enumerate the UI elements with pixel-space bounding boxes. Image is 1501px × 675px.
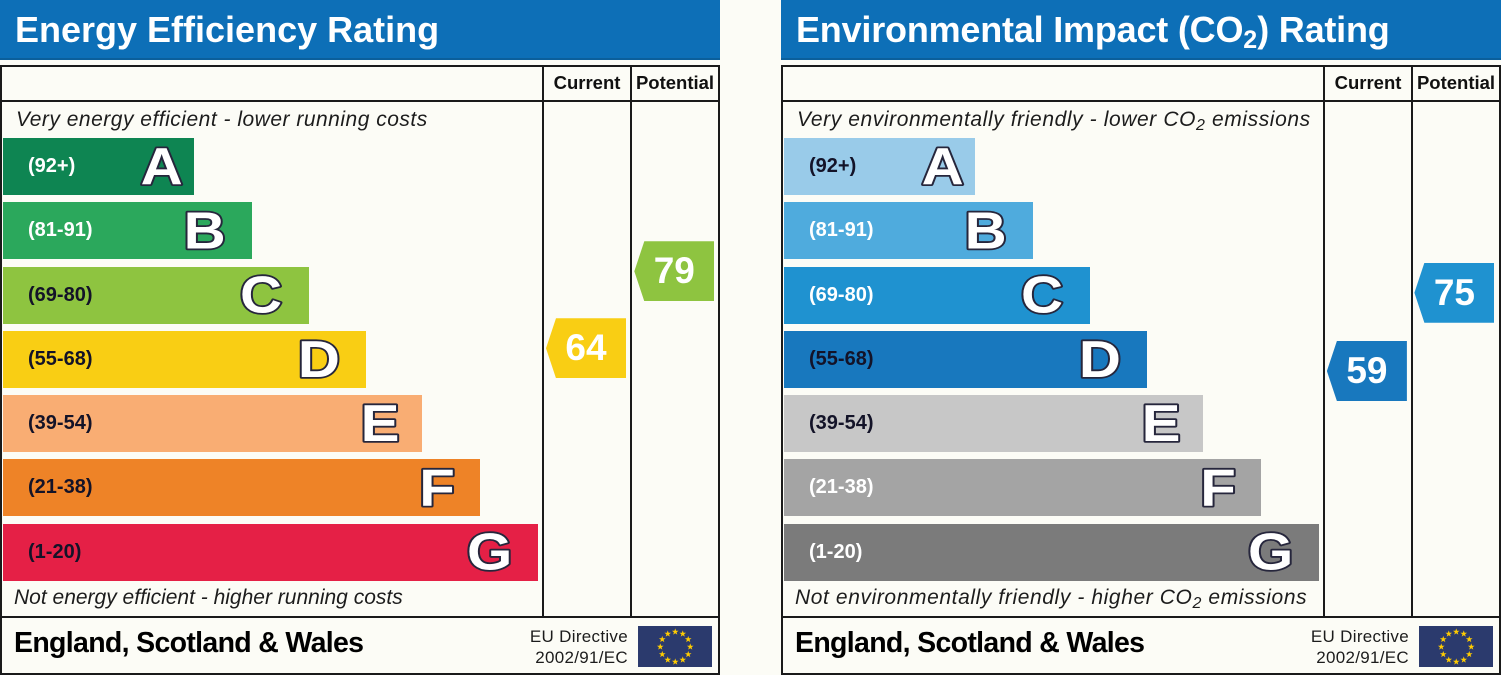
svg-text:F: F: [1200, 458, 1236, 516]
svg-text:F: F: [419, 458, 455, 516]
svg-text:B: B: [965, 201, 1007, 259]
svg-text:A: A: [141, 137, 183, 195]
svg-text:A: A: [922, 137, 964, 195]
svg-text:G: G: [1248, 523, 1293, 581]
svg-text:G: G: [467, 523, 512, 581]
svg-text:E: E: [1142, 394, 1181, 452]
svg-text:D: D: [1079, 330, 1121, 388]
svg-text:C: C: [1021, 266, 1063, 324]
svg-text:D: D: [298, 330, 340, 388]
svg-text:C: C: [240, 266, 282, 324]
svg-text:B: B: [184, 201, 226, 259]
svg-text:E: E: [361, 394, 400, 452]
